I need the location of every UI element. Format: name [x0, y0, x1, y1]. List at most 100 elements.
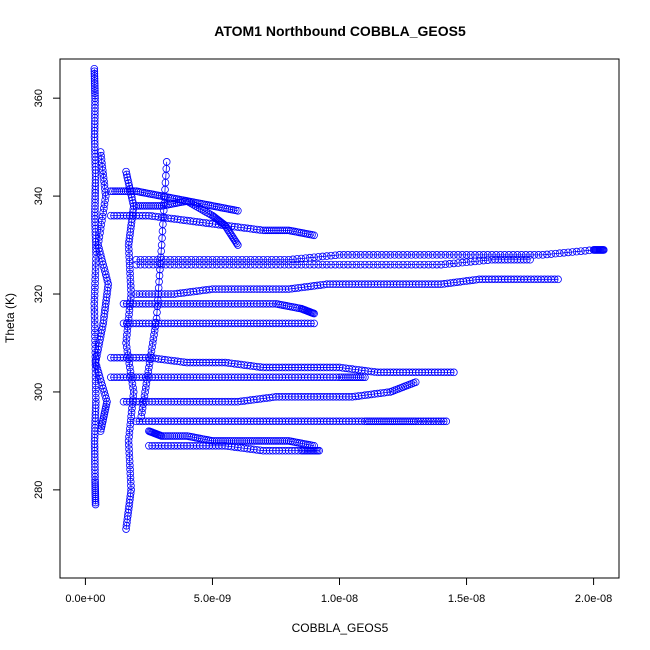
- data-point: [91, 84, 99, 93]
- data-point: [205, 373, 214, 382]
- data-point: [195, 417, 204, 426]
- data-point: [263, 226, 272, 235]
- data-point: [338, 417, 347, 426]
- data-point: [269, 446, 277, 455]
- data-point: [116, 353, 125, 362]
- data-point: [356, 251, 365, 259]
- data-point: [126, 420, 135, 429]
- data-point: [192, 373, 201, 382]
- data-point: [420, 251, 428, 259]
- data-point: [91, 267, 100, 275]
- data-point: [388, 417, 397, 426]
- data-point: [127, 286, 135, 294]
- data-point: [125, 253, 134, 262]
- data-point: [91, 385, 100, 394]
- data-point: [240, 285, 249, 293]
- data-point: [126, 184, 134, 193]
- data-point: [94, 237, 103, 245]
- data-point: [99, 173, 108, 182]
- data-point: [119, 353, 128, 362]
- data-point: [376, 368, 385, 377]
- data-point: [577, 247, 585, 255]
- data-point: [90, 72, 99, 80]
- data-point: [416, 251, 424, 259]
- data-point: [242, 260, 251, 269]
- data-point: [433, 251, 441, 259]
- data-point: [307, 417, 315, 426]
- data-point: [276, 226, 285, 235]
- series-line: [136, 200, 239, 246]
- data-point: [135, 397, 144, 406]
- data-point: [151, 397, 160, 406]
- data-point: [297, 393, 306, 401]
- data-point: [246, 260, 255, 269]
- data-point: [148, 300, 156, 308]
- data-point: [225, 260, 234, 269]
- data-point: [146, 355, 155, 364]
- data-point: [140, 255, 149, 264]
- data-point: [227, 397, 236, 406]
- data-point: [125, 453, 134, 462]
- data-point: [230, 417, 239, 426]
- data-point: [433, 260, 441, 269]
- data-point: [195, 442, 204, 450]
- data-point: [396, 280, 404, 289]
- data-point: [348, 417, 357, 426]
- data-point: [176, 417, 185, 426]
- data-point: [137, 412, 146, 421]
- data-point: [303, 363, 312, 372]
- data-point: [329, 373, 337, 382]
- data-point: [90, 287, 99, 296]
- data-point: [272, 417, 280, 426]
- data-point: [568, 248, 577, 256]
- data-point: [170, 442, 179, 450]
- data-series: [137, 158, 171, 421]
- data-point: [356, 260, 365, 269]
- data-point: [95, 233, 104, 241]
- data-point: [326, 280, 334, 289]
- data-point: [199, 358, 207, 367]
- data-point: [259, 446, 268, 455]
- data-point: [424, 417, 433, 426]
- data-point: [458, 258, 467, 267]
- data-point: [148, 339, 157, 347]
- data-point: [90, 82, 99, 90]
- data-point: [327, 251, 335, 260]
- data-point: [284, 446, 293, 455]
- data-point: [154, 417, 163, 426]
- data-point: [339, 251, 348, 259]
- data-point: [91, 494, 100, 503]
- data-point: [157, 255, 166, 264]
- data-point: [284, 260, 293, 269]
- data-point: [153, 202, 162, 210]
- data-point: [125, 249, 133, 258]
- data-point: [399, 251, 407, 259]
- data-point: [205, 417, 214, 426]
- data-point: [183, 358, 191, 367]
- data-point: [109, 187, 117, 195]
- data-point: [129, 384, 137, 392]
- data-point: [421, 280, 430, 289]
- data-point: [446, 368, 455, 377]
- data-point: [145, 319, 153, 328]
- data-point: [229, 260, 238, 269]
- data-point: [494, 275, 503, 284]
- data-point: [157, 290, 166, 298]
- data-point: [126, 373, 134, 382]
- data-point: [145, 290, 153, 298]
- data-point: [179, 260, 187, 269]
- data-point: [164, 432, 172, 440]
- data-point: [141, 300, 150, 308]
- data-point: [488, 275, 496, 284]
- data-point: [313, 363, 322, 372]
- data-point: [98, 216, 106, 225]
- data-point: [164, 319, 172, 328]
- data-point: [428, 251, 437, 259]
- data-point: [151, 442, 160, 450]
- data-point: [265, 285, 274, 293]
- data-point: [437, 417, 445, 426]
- data-point: [256, 363, 264, 371]
- data-point: [98, 212, 107, 221]
- data-point: [208, 397, 217, 406]
- data-point: [263, 437, 272, 445]
